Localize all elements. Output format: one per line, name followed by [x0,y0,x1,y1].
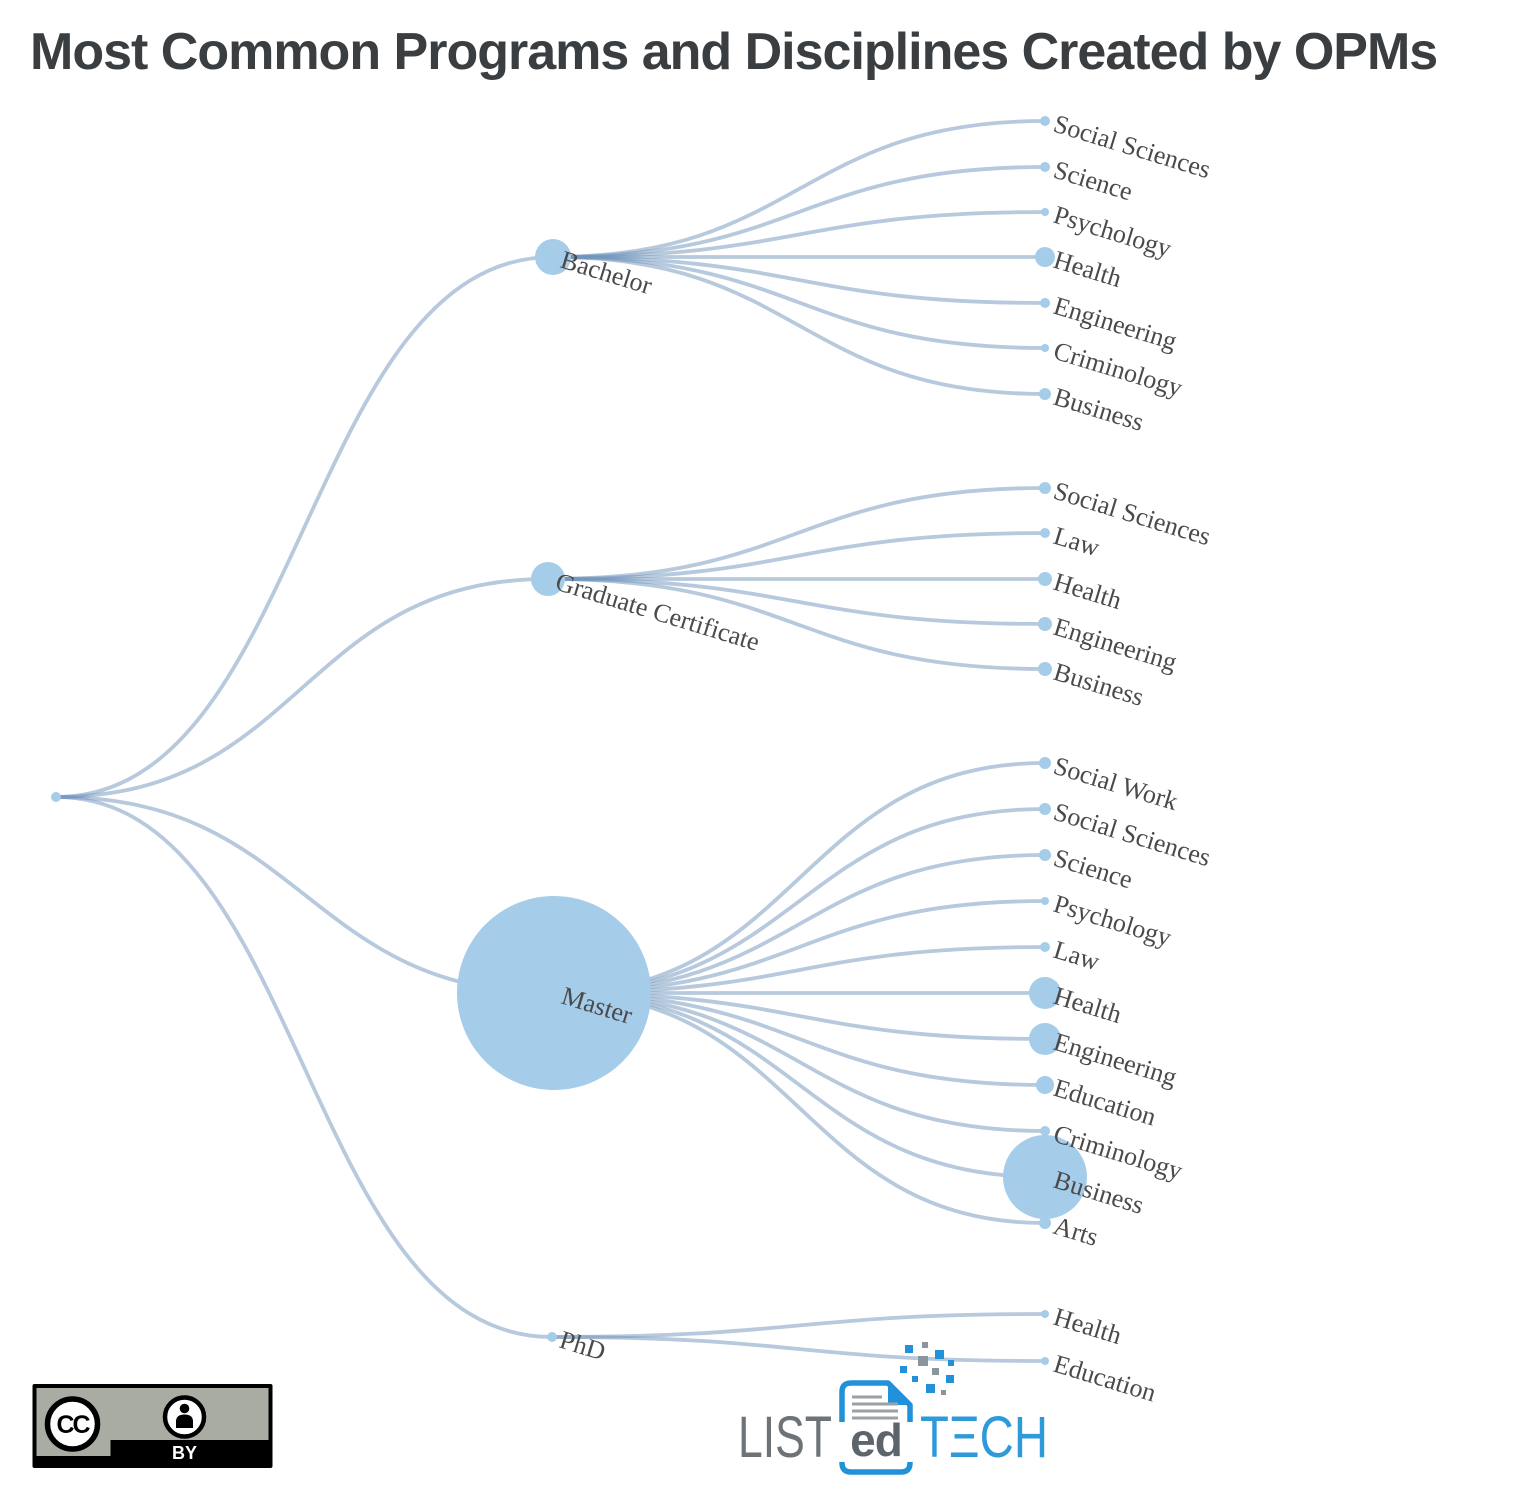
link-graduate-certificate-business [546,577,1047,671]
node-graduate-certificate-engineering [1038,617,1052,631]
label-phd-health: Health [1050,1302,1125,1350]
logo-ed-text: ed [850,1414,902,1466]
node-graduate-certificate-law [1040,528,1050,538]
label-phd-education: Education [1050,1349,1159,1408]
node-master-business [1003,1135,1087,1219]
label-graduate-certificate-law: Law [1050,521,1103,562]
node-master-law [1040,942,1050,952]
node-bachelor-psychology [1041,208,1049,216]
cc-letters: CC [56,1411,90,1439]
node-phd-health [1041,1310,1049,1318]
logo-tech-text: TΞCH [920,1405,1048,1470]
node-bachelor-social-sciences [1040,116,1050,126]
node-master-health [1029,977,1061,1009]
nodes-layer [51,116,1087,1365]
label-master-arts: Arts [1050,1211,1101,1252]
root-node [51,792,61,802]
label-bachelor-business: Business [1050,382,1147,437]
node-bachelor-business [1039,388,1051,400]
link-root-graduate-certificate [54,577,550,799]
label-bachelor-science: Science [1050,155,1136,206]
label-bachelor-health: Health [1050,245,1125,293]
node-graduate-certificate-social-sciences [1039,482,1051,494]
link-phd-health [550,1312,1047,1339]
link-graduate-certificate-law [546,531,1047,581]
node-phd-education [1041,1357,1049,1365]
node-master-criminology [1040,1126,1050,1136]
node-bachelor-health [1035,247,1055,267]
link-root-phd [54,795,554,1339]
node-master-social-sciences [1039,803,1051,815]
link-graduate-certificate-social-sciences [546,486,1047,581]
node-bachelor-science [1040,162,1050,172]
document-text-lines [852,1395,898,1420]
link-root-bachelor [54,255,555,799]
node-master-education [1036,1076,1054,1094]
node-master-psychology [1041,897,1049,905]
link-phd-education [550,1335,1047,1363]
node-master-science [1039,849,1051,861]
node-master-engineering [1029,1023,1061,1055]
cc-icon: CC [44,1396,101,1452]
label-phd: PhD [556,1325,609,1366]
cc-by-badge[interactable]: CC BY [32,1384,273,1468]
node-graduate-certificate [531,562,565,596]
person-icon [162,1395,207,1439]
node-master [457,896,651,1090]
label-graduate-certificate-business: Business [1050,657,1147,712]
link-bachelor-psychology [551,210,1047,259]
node-bachelor-engineering [1040,298,1050,308]
link-graduate-certificate-engineering [546,577,1047,626]
document-icon: ed [836,1380,916,1475]
label-master-health: Health [1050,981,1125,1029]
node-master-social-work [1039,757,1051,769]
pixel-dots-icon [900,1342,954,1395]
node-graduate-certificate-health [1038,572,1052,586]
link-bachelor-business [551,255,1047,396]
logo-list-text: LIST [738,1405,832,1470]
label-master-law: Law [1050,935,1103,976]
node-bachelor [535,239,571,275]
link-bachelor-criminology [551,255,1047,350]
label-master-science: Science [1050,843,1136,894]
link-bachelor-science [551,165,1047,259]
node-master-arts [1039,1217,1051,1229]
label-graduate-certificate-health: Health [1050,567,1125,615]
node-graduate-certificate-business [1038,662,1052,676]
links-layer [54,119,1047,1363]
node-bachelor-criminology [1041,344,1049,352]
link-bachelor-social-sciences [551,119,1047,259]
node-phd [547,1332,557,1342]
link-bachelor-engineering [551,255,1047,305]
chart-title: Most Common Programs and Disciplines Cre… [30,23,1438,81]
badge-by-label: BY [172,1443,197,1463]
listedtech-logo: LIST ed TΞCH [738,1342,1048,1475]
